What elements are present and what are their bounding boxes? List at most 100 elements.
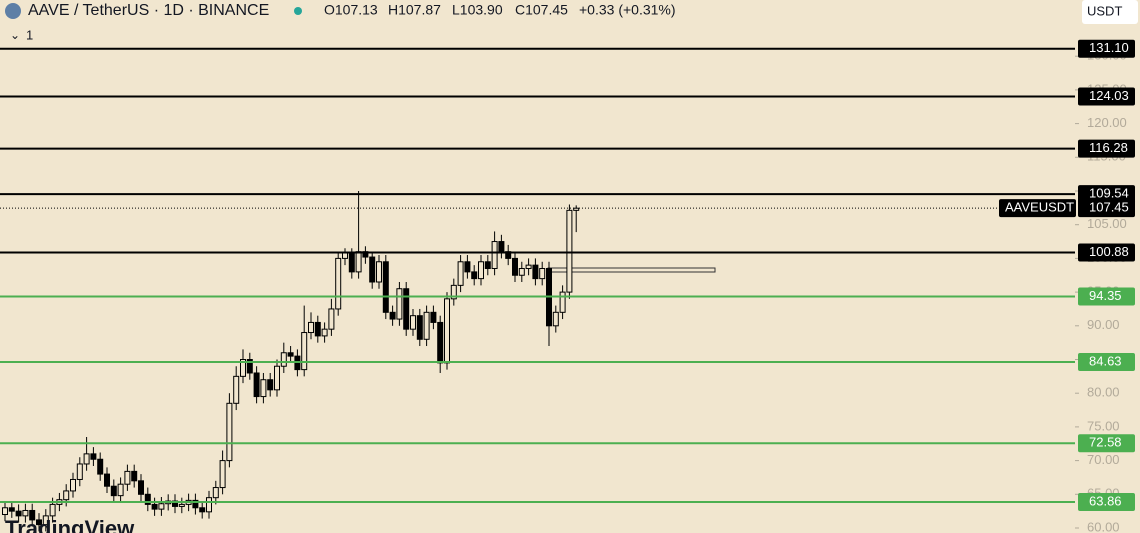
currency-label[interactable]: USDT — [1087, 3, 1122, 18]
level-label-box — [1078, 287, 1135, 306]
level-label: 124.03 — [1089, 88, 1129, 103]
level-label: 116.28 — [1089, 140, 1128, 155]
y-tick-label: 70.00 — [1087, 452, 1120, 467]
candle-body — [267, 379, 274, 391]
y-tick-label: 90.00 — [1087, 317, 1120, 332]
candle-body — [532, 264, 539, 280]
candle-body — [396, 288, 403, 320]
symbol-icon — [5, 3, 21, 19]
candle-body — [464, 261, 471, 273]
symbol-tag-label: AAVEUSDT — [1005, 200, 1074, 215]
candle-body — [491, 241, 498, 270]
candle-body — [430, 311, 437, 323]
candle-body — [355, 251, 362, 273]
candle-body — [287, 352, 294, 357]
level-label-box — [1078, 352, 1135, 371]
candle-body — [444, 298, 450, 364]
candle-body — [382, 261, 389, 313]
candle-body — [22, 509, 29, 517]
candle-body — [158, 503, 165, 510]
candle-body — [29, 509, 36, 521]
price-tag — [1078, 199, 1135, 218]
candle-body — [144, 493, 151, 505]
level-label-box — [1078, 185, 1135, 204]
level-label: 84.63 — [1089, 353, 1122, 368]
ohlc-high: H107.87 — [388, 2, 441, 18]
candle-body — [8, 507, 15, 512]
candle-body — [518, 268, 525, 276]
candle-body — [97, 458, 104, 475]
level-label: 109.54 — [1089, 186, 1129, 201]
y-tick-label: 105.00 — [1087, 216, 1127, 231]
candle-body — [260, 379, 267, 398]
y-tick-label: 80.00 — [1087, 385, 1120, 400]
candle-body — [131, 470, 138, 482]
candle-body — [512, 257, 518, 276]
ohlc-low: L103.90 — [452, 2, 503, 18]
watermark: TradingView — [5, 516, 135, 533]
y-tick-label: 120.00 — [1087, 115, 1127, 130]
candle-body — [70, 478, 76, 492]
candle-body — [457, 261, 464, 286]
candle-body — [478, 261, 484, 280]
level-label: 63.86 — [1089, 493, 1122, 508]
candle-body — [42, 515, 49, 526]
indicator-count[interactable]: 1 — [26, 27, 33, 42]
candle-body — [199, 507, 206, 513]
candle-body — [280, 352, 287, 367]
symbol-title: AAVE / TetherUS · 1D · BINANCE — [28, 2, 269, 19]
candle-body — [539, 268, 546, 280]
candle-body — [2, 507, 8, 516]
level-label-box — [1078, 87, 1135, 106]
candle-body — [36, 519, 42, 526]
candle-body — [90, 453, 97, 460]
candle-body — [104, 473, 110, 487]
candle-body — [348, 252, 355, 273]
candle-body — [410, 315, 416, 330]
candle-body — [552, 311, 559, 327]
level-label: 131.10 — [1089, 40, 1129, 55]
candle-body — [117, 483, 124, 497]
collapse-icon[interactable]: ⌄ — [10, 28, 20, 42]
candle-body — [178, 503, 185, 507]
candle-body — [206, 497, 212, 513]
candle-body — [342, 252, 348, 259]
ohlc-change: +0.33 (+0.31%) — [579, 2, 676, 18]
candle-body — [233, 375, 240, 404]
candle-body — [498, 241, 505, 253]
candle-body — [308, 321, 314, 334]
candle-body — [423, 311, 430, 340]
candle-body — [566, 209, 573, 293]
candle-body — [63, 490, 70, 501]
candle-body — [192, 499, 199, 509]
candle-body — [328, 308, 335, 330]
candle-body — [138, 480, 144, 495]
level-label: 72.58 — [1089, 435, 1122, 450]
candle-body — [246, 359, 253, 374]
candle-body — [416, 315, 423, 340]
candle-body — [226, 402, 233, 462]
candle-body — [253, 372, 260, 398]
candle-body — [471, 271, 478, 280]
level-label-box — [1078, 39, 1135, 58]
symbol-tag — [999, 199, 1076, 218]
level-label-box — [1078, 492, 1135, 511]
level-label-box — [1078, 243, 1135, 262]
level-label: 100.88 — [1089, 244, 1129, 259]
candle-body — [274, 365, 280, 391]
candle-body — [124, 470, 131, 485]
currency-button[interactable] — [1082, 0, 1138, 24]
candle-body — [76, 463, 83, 480]
candle-body — [49, 503, 56, 517]
candle-body — [212, 487, 219, 499]
candle-body — [450, 284, 457, 300]
candle-body — [321, 328, 328, 337]
plot: 60.0065.0070.0075.0080.0085.0090.0095.00… — [0, 39, 1135, 533]
candle-body — [301, 332, 308, 371]
candle-body — [219, 460, 226, 489]
candle-body — [240, 359, 246, 377]
candle-body — [376, 261, 382, 283]
candle-body — [389, 311, 396, 320]
